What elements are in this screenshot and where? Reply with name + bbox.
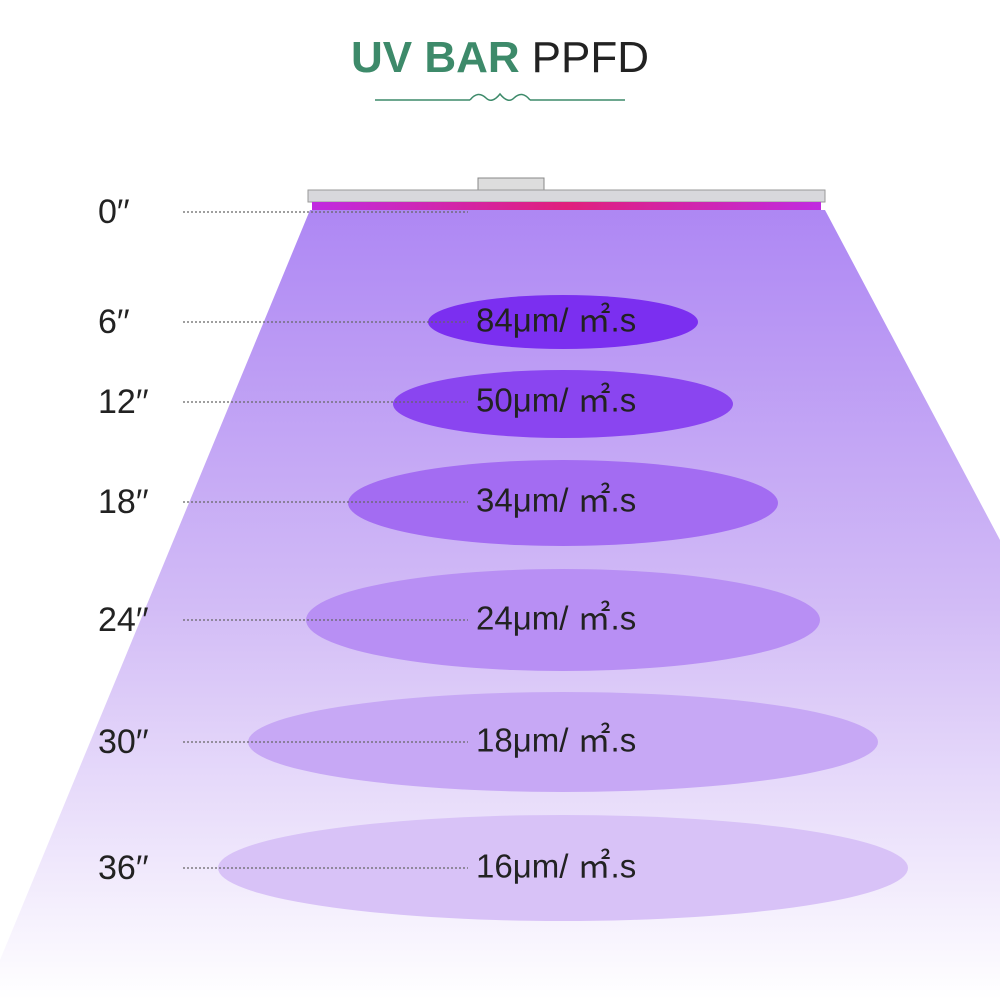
title-rest: PPFD [532, 33, 649, 82]
distance-label: 30′′ [98, 723, 149, 761]
ppfd-area [348, 460, 778, 546]
ppfd-area [428, 295, 698, 349]
ppfd-area [393, 370, 733, 438]
ppfd-area [306, 569, 820, 671]
distance-label: 12′′ [98, 383, 149, 421]
distance-label: 18′′ [98, 483, 149, 521]
distance-label: 24′′ [98, 601, 149, 639]
title: UV BAR PPFD [351, 33, 649, 82]
distance-label: 36′′ [98, 849, 149, 887]
ppfd-label: 24μm/ ㎡.s [476, 600, 636, 637]
rows: 0′′ 6′′ 84μm/ ㎡.s 12′′ 50μm/ ㎡.s 18′′ 34μm/ ㎡.… [98, 193, 636, 887]
ppfd-label: 16μm/ ㎡.s [476, 848, 636, 885]
distance-label: 6′′ [98, 303, 130, 341]
title-ornament [375, 92, 625, 101]
ppfd-area [218, 815, 908, 921]
ppfd-label: 34μm/ ㎡.s [476, 482, 636, 519]
title-highlight: UV BAR [351, 33, 520, 82]
ellipses [218, 295, 908, 921]
uv-bar [307, 177, 826, 210]
ppfd-label: 50μm/ ㎡.s [476, 382, 636, 419]
ppfd-label: 84μm/ ㎡.s [476, 302, 636, 339]
distance-label: 0′′ [98, 193, 130, 231]
ppfd-area [248, 692, 878, 792]
ppfd-label: 18μm/ ㎡.s [476, 722, 636, 759]
